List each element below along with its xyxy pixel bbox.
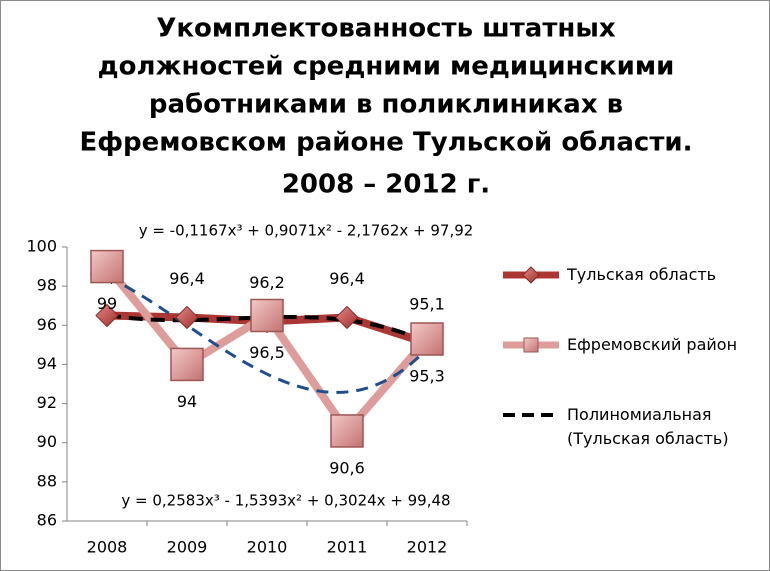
chart-title: Ефремовском районе Тульской области.	[79, 128, 692, 158]
data-label: 95,3	[409, 366, 445, 385]
y-tick-label: 90	[37, 432, 57, 451]
data-label: 96,2	[249, 273, 285, 292]
marker	[250, 298, 284, 333]
legend-marker	[522, 266, 540, 284]
trend-equation: y = -0,1167x³ + 0,9071x² - 2,1762x + 97,…	[139, 222, 474, 240]
trendline	[106, 274, 429, 394]
y-tick-label: 92	[37, 393, 57, 412]
trend-equation: y = 0,2583x³ - 1,5393x² + 0,3024x + 99,4…	[121, 492, 450, 510]
legend-swatch	[503, 413, 559, 417]
chart-title: 2008 – 2012 г.	[282, 170, 490, 200]
x-tick-label: 2011	[327, 538, 368, 557]
marker	[410, 322, 444, 356]
legend-label: Тульская область	[567, 265, 717, 284]
marker	[175, 305, 199, 330]
marker	[335, 305, 359, 330]
y-tick-label: 94	[37, 354, 57, 373]
marker	[90, 249, 124, 284]
chart-title: Укомплектованность штатных	[156, 14, 616, 44]
y-tick-label: 100	[26, 237, 57, 256]
chart-title: работниками в поликлиниках в	[149, 90, 623, 120]
data-label: 96,4	[169, 269, 205, 288]
data-label: 95,1	[409, 294, 445, 313]
data-label: 90,6	[329, 458, 365, 477]
legend-marker	[523, 337, 539, 353]
marker	[170, 347, 204, 382]
x-tick-label: 2012	[407, 538, 448, 557]
data-label: 94	[177, 392, 197, 411]
legend-swatch	[503, 337, 559, 353]
legend-entry: Полиномиальная (Тульская область)	[501, 403, 761, 451]
chart-title: должностей средними медицинскими	[98, 52, 675, 82]
x-tick-label: 2009	[167, 538, 208, 557]
marker	[95, 303, 119, 328]
legend: Тульская область Ефремовский район Полином…	[501, 263, 761, 497]
data-label: 99	[97, 294, 117, 313]
y-tick-label: 86	[37, 511, 57, 530]
legend-label: Полиномиальная (Тульская область)	[567, 405, 729, 448]
legend-label: Ефремовский район	[567, 335, 738, 354]
x-tick-label: 2008	[87, 538, 128, 557]
legend-entry: Ефремовский район	[501, 333, 761, 357]
legend-swatch	[503, 266, 559, 284]
legend-entry: Тульская область	[501, 263, 761, 287]
marker	[330, 414, 364, 448]
x-tick-label: 2010	[247, 538, 288, 557]
y-tick-label: 88	[37, 471, 57, 490]
y-tick-label: 98	[37, 276, 57, 295]
data-label: 96,5	[249, 343, 285, 362]
data-label: 96,4	[329, 269, 365, 288]
y-tick-label: 96	[37, 315, 57, 334]
